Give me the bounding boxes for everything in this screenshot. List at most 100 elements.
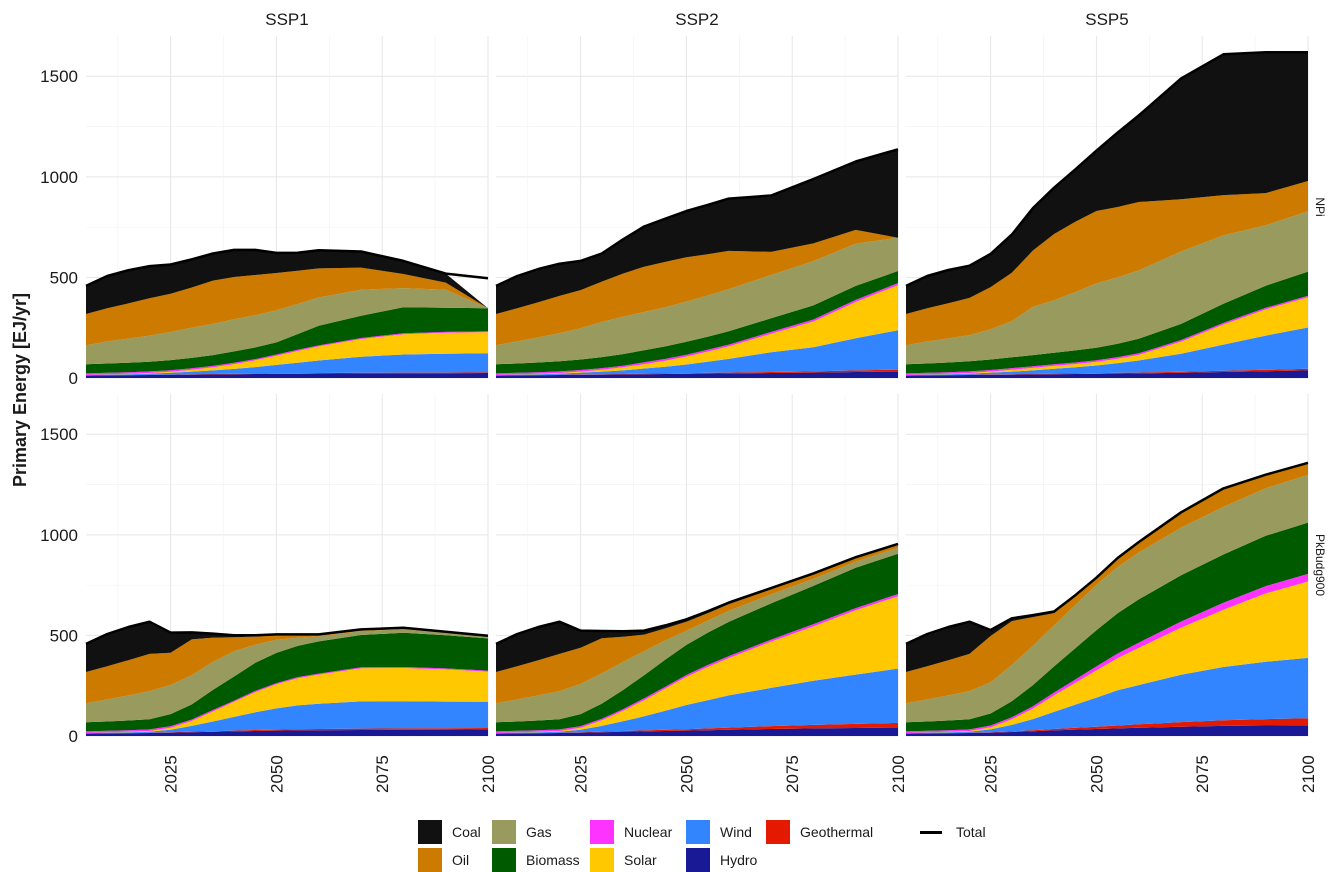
area-geothermal-ssp5-pkbudg900 (906, 718, 1308, 734)
area-layer (86, 52, 1308, 736)
x-tick-label: 2025 (162, 755, 181, 793)
legend-label-solar: Solar (624, 852, 657, 868)
area-wind-ssp5-npi (906, 327, 1308, 376)
legend-label-geothermal: Geothermal (800, 824, 874, 840)
area-nuclear-ssp5-npi (906, 295, 1308, 375)
x-tick-label: 2100 (479, 755, 498, 793)
x-tick-label: 2075 (373, 755, 392, 793)
area-coal-ssp5-npi (906, 52, 1308, 315)
area-geothermal-ssp2-pkbudg900 (496, 722, 898, 734)
y-tick-label: 1500 (40, 425, 78, 444)
area-biomass-ssp2-pkbudg900 (496, 553, 898, 732)
legend-swatch-solar (590, 848, 614, 872)
area-oil-ssp2-pkbudg900 (496, 544, 898, 704)
area-hydro-ssp2-pkbudg900 (496, 727, 898, 736)
total-line-ssp5-npi (905, 51, 1308, 288)
legend-item-solar: Solar (590, 848, 657, 872)
legend-swatch-gas (492, 820, 516, 844)
area-wind-ssp5-pkbudg900 (906, 657, 1308, 734)
facet-row-label-pkbudg900: PkBudg900 (1313, 534, 1327, 596)
area-biomass-ssp5-pkbudg900 (906, 522, 1308, 732)
facet-title-ssp5: SSP5 (1085, 10, 1128, 29)
total-line-ssp2-pkbudg900 (495, 542, 899, 646)
total-line-ssp1-npi (85, 248, 489, 288)
legend-item-geothermal: Geothermal (766, 820, 873, 844)
total-line-ssp5-pkbudg900 (905, 461, 1309, 646)
area-coal-ssp5-pkbudg900 (906, 462, 1308, 672)
area-oil-ssp5-npi (906, 181, 1308, 346)
area-wind-ssp1-npi (86, 353, 488, 376)
area-wind-ssp2-pkbudg900 (496, 668, 898, 734)
y-tick-label: 1000 (40, 526, 78, 545)
area-biomass-ssp5-npi (906, 271, 1308, 374)
area-hydro-ssp1-npi (86, 373, 488, 378)
legend-item-biomass: Biomass (492, 848, 580, 872)
legend: Coal Oil Gas Biomass Nuclear Solar Wind (418, 818, 1018, 872)
area-gas-ssp5-pkbudg900 (906, 474, 1308, 723)
area-oil-ssp5-pkbudg900 (906, 463, 1308, 704)
area-nuclear-ssp2-pkbudg900 (496, 594, 898, 733)
total-line-layer (85, 51, 1309, 646)
area-solar-ssp1-pkbudg900 (86, 668, 488, 733)
area-geothermal-ssp1-npi (86, 372, 488, 376)
area-hydro-ssp2-npi (496, 371, 898, 378)
x-tick-label: 2075 (783, 755, 802, 793)
area-solar-ssp2-npi (496, 285, 898, 375)
legend-item-hydro: Hydro (686, 848, 757, 872)
legend-swatch-hydro (686, 848, 710, 872)
legend-item-gas: Gas (492, 820, 552, 844)
x-tick-label: 2075 (1193, 755, 1212, 793)
x-tick-label: 2050 (267, 755, 286, 793)
area-nuclear-ssp1-pkbudg900 (86, 667, 488, 733)
legend-item-total: Total (920, 820, 986, 844)
legend-label-oil: Oil (452, 852, 470, 868)
area-hydro-ssp5-npi (906, 370, 1308, 378)
y-tick-label: 1500 (40, 67, 78, 86)
legend-swatch-coal (418, 820, 442, 844)
area-solar-ssp5-npi (906, 297, 1308, 375)
legend-label-nuclear: Nuclear (624, 824, 673, 840)
area-biomass-ssp2-npi (496, 271, 898, 374)
area-nuclear-ssp5-pkbudg900 (906, 573, 1308, 733)
x-tick-label: 2050 (1087, 755, 1106, 793)
legend-item-coal: Coal (418, 820, 481, 844)
area-biomass-ssp1-pkbudg900 (86, 632, 488, 732)
x-tick-label: 2025 (572, 755, 591, 793)
y-axis-label: Primary Energy [EJ/yr] (10, 293, 30, 487)
area-gas-ssp1-npi (86, 288, 488, 365)
area-hydro-ssp5-pkbudg900 (906, 725, 1308, 736)
y-tick-label: 0 (69, 369, 78, 388)
area-oil-ssp1-npi (86, 267, 488, 346)
area-nuclear-ssp1-npi (86, 331, 488, 375)
x-tick-label: 2050 (677, 755, 696, 793)
legend-label-total: Total (956, 824, 986, 840)
area-coal-ssp1-npi (86, 249, 488, 314)
area-wind-ssp1-pkbudg900 (86, 701, 488, 734)
legend-swatch-nuclear (590, 820, 614, 844)
y-tick-label: 500 (50, 268, 78, 287)
area-gas-ssp2-npi (496, 237, 898, 365)
legend-label-gas: Gas (526, 824, 552, 840)
area-gas-ssp5-npi (906, 211, 1308, 365)
facet-row-label-npi: NPi (1313, 197, 1327, 216)
area-coal-ssp2-pkbudg900 (496, 543, 898, 672)
area-hydro-ssp1-pkbudg900 (86, 729, 488, 736)
x-tick-label: 2025 (982, 755, 1001, 793)
faceted-area-chart: SSP1 SSP2 SSP5 NPi PkBudg900 0 500 1000 1500 0 500… (10, 10, 1327, 793)
area-geothermal-ssp1-pkbudg900 (86, 728, 488, 734)
area-oil-ssp1-pkbudg900 (86, 628, 488, 704)
y-tick-label: 1000 (40, 168, 78, 187)
area-solar-ssp1-npi (86, 332, 488, 375)
legend-label-biomass: Biomass (526, 852, 580, 868)
legend-item-oil: Oil (418, 848, 469, 872)
total-line-ssp1-pkbudg900 (85, 620, 489, 646)
legend-swatch-biomass (492, 848, 516, 872)
legend-item-nuclear: Nuclear (590, 820, 672, 844)
facet-title-ssp2: SSP2 (675, 10, 718, 29)
legend-label-hydro: Hydro (720, 852, 758, 868)
legend-label-wind: Wind (720, 824, 752, 840)
area-biomass-ssp1-npi (86, 307, 488, 374)
total-line-ssp2-npi (495, 148, 899, 288)
area-solar-ssp5-pkbudg900 (906, 581, 1308, 733)
label-layer: SSP1 SSP2 SSP5 NPi PkBudg900 0 500 1000 1500 0 500… (10, 10, 1327, 793)
